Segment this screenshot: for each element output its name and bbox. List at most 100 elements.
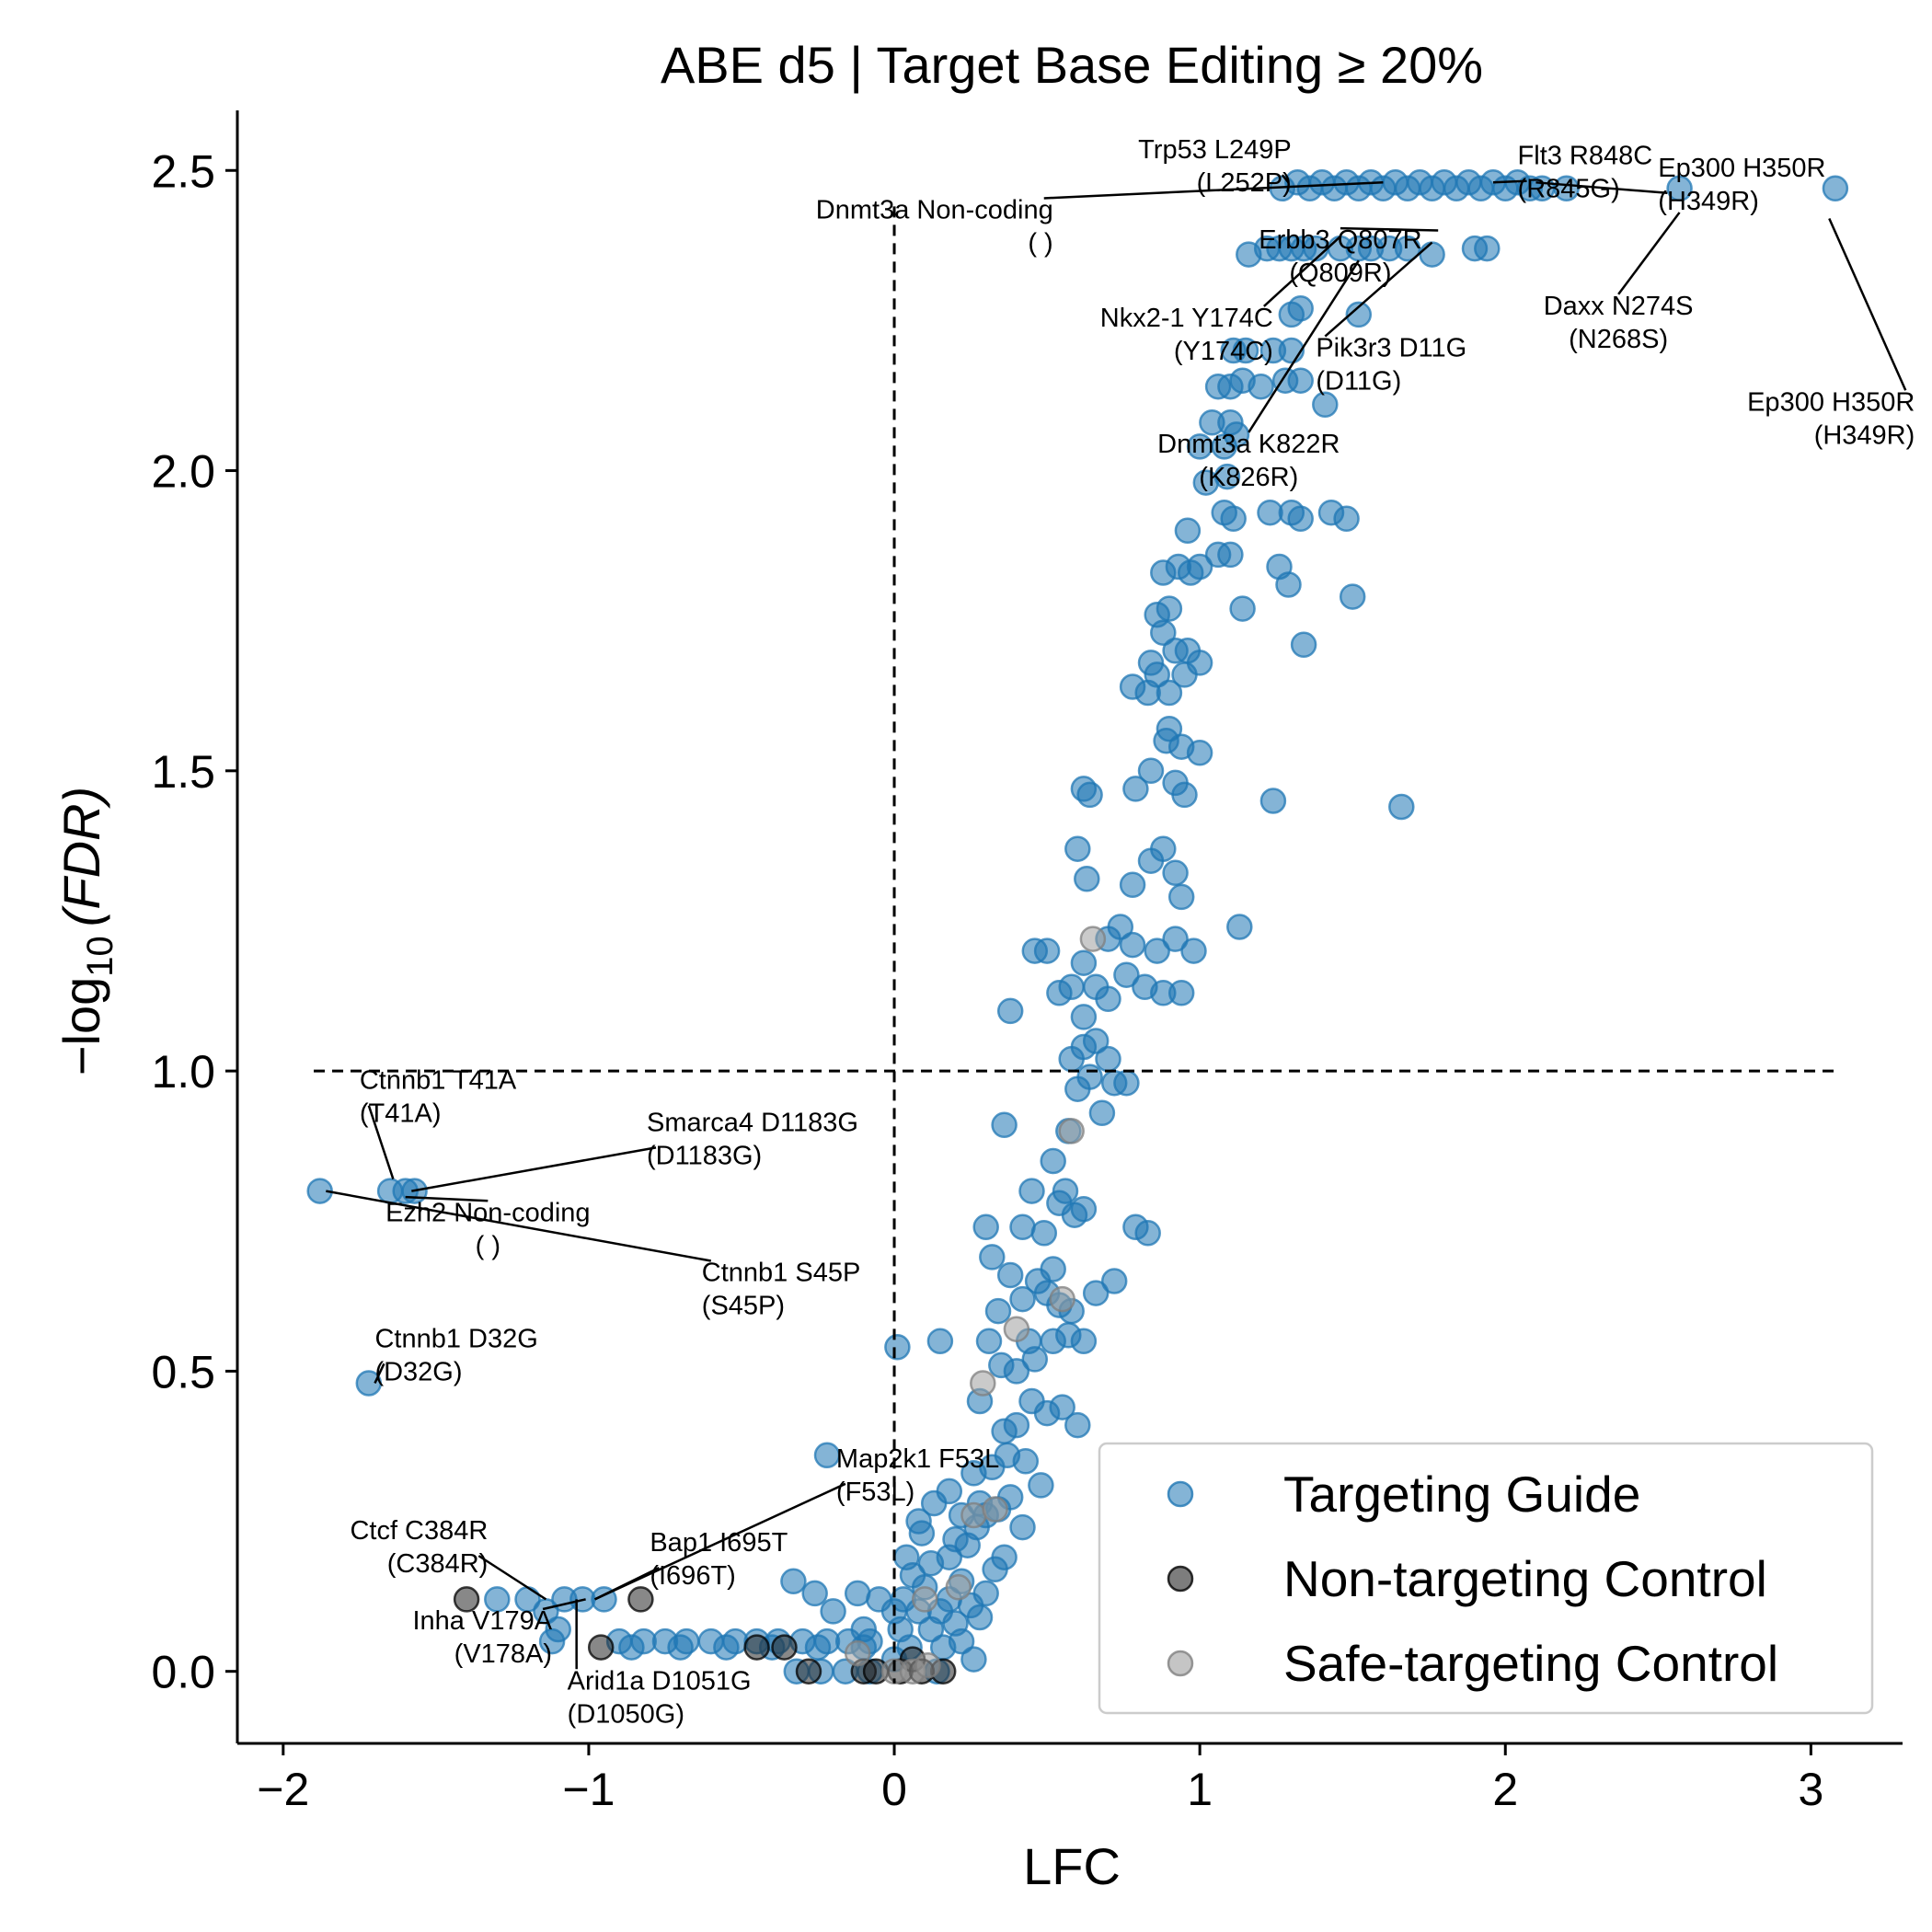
annotation-label: Ctnnb1 T41A bbox=[360, 1066, 517, 1096]
data-point bbox=[1167, 883, 1195, 911]
data-point bbox=[1156, 679, 1183, 707]
data-point bbox=[1220, 505, 1247, 533]
annotation-leader bbox=[405, 1195, 489, 1202]
data-point bbox=[1156, 595, 1183, 622]
annotation-label: Erbb3 Q807R bbox=[1259, 225, 1421, 255]
y-tick-label: 1.0 bbox=[151, 1046, 215, 1098]
data-point bbox=[538, 1627, 566, 1655]
data-point bbox=[1018, 1178, 1045, 1204]
legend-marker-non-targeting-control bbox=[1167, 1565, 1194, 1593]
x-tick-label: 0 bbox=[881, 1764, 907, 1815]
annotation-label: (K826R) bbox=[1199, 463, 1298, 492]
data-point bbox=[1046, 980, 1073, 1006]
data-point bbox=[1339, 583, 1366, 610]
data-point bbox=[926, 1328, 954, 1355]
annotation-leader bbox=[1535, 181, 1668, 195]
annotation-label: Ep300 H350R bbox=[1658, 154, 1825, 183]
data-point bbox=[771, 1634, 798, 1661]
data-point bbox=[979, 1244, 1006, 1271]
annotation-label: Smarca4 D1183G bbox=[647, 1108, 858, 1137]
data-point bbox=[484, 1586, 511, 1613]
annotation-erbb3-q807r: Erbb3 Q807R (Q809R) bbox=[1259, 225, 1439, 288]
data-point bbox=[618, 1634, 645, 1661]
data-point bbox=[1107, 914, 1134, 940]
data-point bbox=[1180, 937, 1207, 964]
annotation-dnmt3a-non-coding: Dnmt3a Non-coding ( ) bbox=[816, 181, 1384, 258]
data-point bbox=[627, 1586, 654, 1613]
data-point bbox=[1082, 1028, 1110, 1054]
annotation-label: (S45P) bbox=[702, 1292, 785, 1321]
data-point bbox=[1287, 505, 1314, 533]
data-point bbox=[1064, 1411, 1091, 1439]
data-point bbox=[911, 1586, 938, 1613]
data-point bbox=[1259, 788, 1287, 814]
annotation-daxx-n274s: Daxx N274S (N268S) bbox=[1544, 212, 1694, 354]
data-point bbox=[1134, 1220, 1161, 1247]
annotation-leader bbox=[1324, 241, 1433, 338]
data-point bbox=[1217, 541, 1244, 569]
data-point bbox=[1070, 1195, 1098, 1223]
y-tick-label: 1.5 bbox=[151, 746, 215, 798]
data-point bbox=[850, 1616, 878, 1643]
annotation-label: Daxx N274S bbox=[1544, 292, 1694, 321]
data-point bbox=[1076, 781, 1103, 809]
annotation-ep300-h350r: Ep300 H350R (H349R) bbox=[1535, 154, 1825, 216]
data-point bbox=[996, 997, 1024, 1025]
annotation-ctnnb1-t41a: Ctnnb1 T41A(T41A) bbox=[360, 1066, 517, 1179]
data-point bbox=[1003, 1358, 1030, 1385]
data-point bbox=[1266, 553, 1293, 581]
annotation-label: Arid1a D1051G bbox=[568, 1666, 752, 1696]
data-point bbox=[1058, 1118, 1085, 1144]
legend-marker-safe-targeting-control bbox=[1167, 1650, 1194, 1677]
annotation-label: Ezh2 Non-coding bbox=[385, 1198, 590, 1227]
annotation-leader bbox=[1043, 181, 1384, 200]
data-point bbox=[820, 1598, 846, 1625]
annotation-leader bbox=[1263, 236, 1341, 307]
data-point bbox=[1213, 463, 1241, 490]
data-point bbox=[1074, 866, 1100, 892]
data-point bbox=[1100, 1268, 1128, 1294]
data-point bbox=[1174, 638, 1202, 664]
data-point bbox=[1312, 391, 1339, 419]
data-point bbox=[1223, 421, 1250, 448]
data-point bbox=[801, 1580, 828, 1607]
data-point bbox=[844, 1639, 871, 1667]
data-point bbox=[1150, 835, 1177, 862]
annotation-bap1-i695t: Bap1 I695T(I696T) bbox=[594, 1528, 788, 1601]
data-point bbox=[1388, 793, 1415, 821]
data-point bbox=[991, 1418, 1018, 1444]
annotation-label: (N268S) bbox=[1569, 325, 1668, 354]
data-point bbox=[1229, 595, 1256, 622]
data-point bbox=[1137, 757, 1165, 785]
data-point bbox=[1076, 1064, 1103, 1090]
annotation-arid1a-d1051g: Arid1a D1051G(D1050G) bbox=[568, 1599, 752, 1729]
data-point bbox=[1095, 985, 1121, 1013]
annotation-label: (D1050G) bbox=[568, 1699, 684, 1729]
annotation-label: (D32G) bbox=[374, 1357, 462, 1386]
annotation-label: (R845G) bbox=[1518, 175, 1620, 204]
data-point bbox=[893, 1544, 920, 1570]
data-point bbox=[948, 1627, 975, 1655]
data-point bbox=[1248, 373, 1274, 400]
data-point bbox=[1009, 1513, 1036, 1541]
x-tick-label: 2 bbox=[1492, 1764, 1518, 1815]
annotation-label: (I696T) bbox=[650, 1561, 735, 1591]
data-point bbox=[355, 1370, 383, 1397]
x-tick-label: −2 bbox=[257, 1764, 309, 1815]
annotation-leader bbox=[1492, 179, 1527, 184]
annotation-label: ( ) bbox=[476, 1231, 500, 1260]
data-point bbox=[1419, 241, 1445, 268]
annotations: Trp53 L249P(L252P)Flt3 R848C(R845G)Ep300… bbox=[326, 135, 1915, 1729]
data-point bbox=[982, 1496, 1008, 1523]
data-point bbox=[1040, 1256, 1066, 1282]
annotation-ezh2-non-coding: Ezh2 Non-coding ( ) bbox=[385, 1195, 591, 1260]
data-point bbox=[1345, 301, 1373, 328]
data-point bbox=[1278, 301, 1305, 328]
data-point bbox=[1287, 367, 1314, 394]
data-point bbox=[1028, 1472, 1054, 1499]
annotation-inha-v179a: Inha V179A(V178A) bbox=[412, 1598, 586, 1669]
data-point bbox=[1119, 871, 1146, 899]
data-point bbox=[1162, 859, 1189, 887]
legend-label-non-targeting-control: Non-targeting Control bbox=[1283, 1550, 1767, 1607]
annotation-smarca4-d1183g: Smarca4 D1183G (D1183G) bbox=[411, 1108, 858, 1192]
